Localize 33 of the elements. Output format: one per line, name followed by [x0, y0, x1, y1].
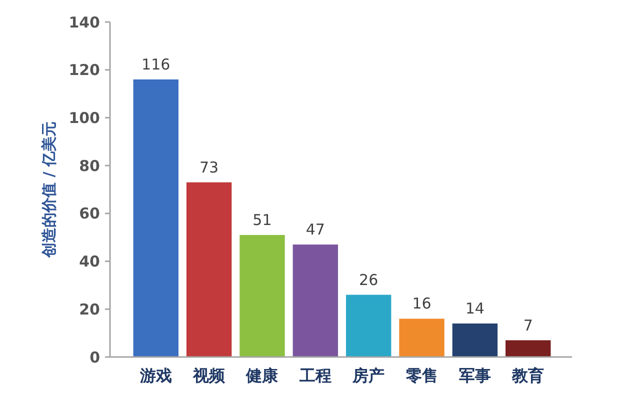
data-label: 51 [252, 210, 272, 229]
bar [292, 244, 338, 357]
data-label: 16 [412, 294, 432, 313]
bar [506, 340, 551, 357]
x-tick-label: 房产 [352, 366, 385, 385]
data-label: 14 [465, 300, 484, 318]
x-tick-label: 健康 [245, 366, 280, 385]
y-tick-label: 40 [79, 252, 100, 271]
data-label: 73 [200, 158, 219, 176]
x-tick-label: 教育 [511, 366, 544, 385]
y-tick-label: 140 [68, 13, 100, 32]
bar [133, 79, 178, 357]
y-tick-label: 60 [79, 204, 100, 223]
y-axis-title: 创造的价值 / 亿美元 [40, 122, 58, 258]
data-label: 7 [523, 316, 533, 334]
x-tick-label: 视频 [192, 366, 226, 385]
data-label: 47 [306, 220, 325, 239]
x-tick-label: 零售 [404, 366, 438, 385]
bar [240, 234, 285, 357]
x-tick-label: 工程 [298, 366, 332, 385]
y-tick-label: 80 [79, 156, 100, 175]
data-label: 116 [142, 55, 170, 74]
bar [346, 294, 392, 357]
y-tick-label: 120 [68, 61, 100, 80]
bar [452, 324, 498, 357]
y-tick-label: 20 [79, 300, 100, 318]
bar [186, 182, 232, 357]
x-tick-label: 游戏 [138, 366, 172, 385]
y-tick-label: 0 [90, 348, 100, 366]
data-label: 26 [359, 270, 378, 289]
x-tick-label: 军事 [458, 366, 491, 385]
y-tick-label: 100 [68, 108, 100, 127]
bar [399, 318, 444, 357]
